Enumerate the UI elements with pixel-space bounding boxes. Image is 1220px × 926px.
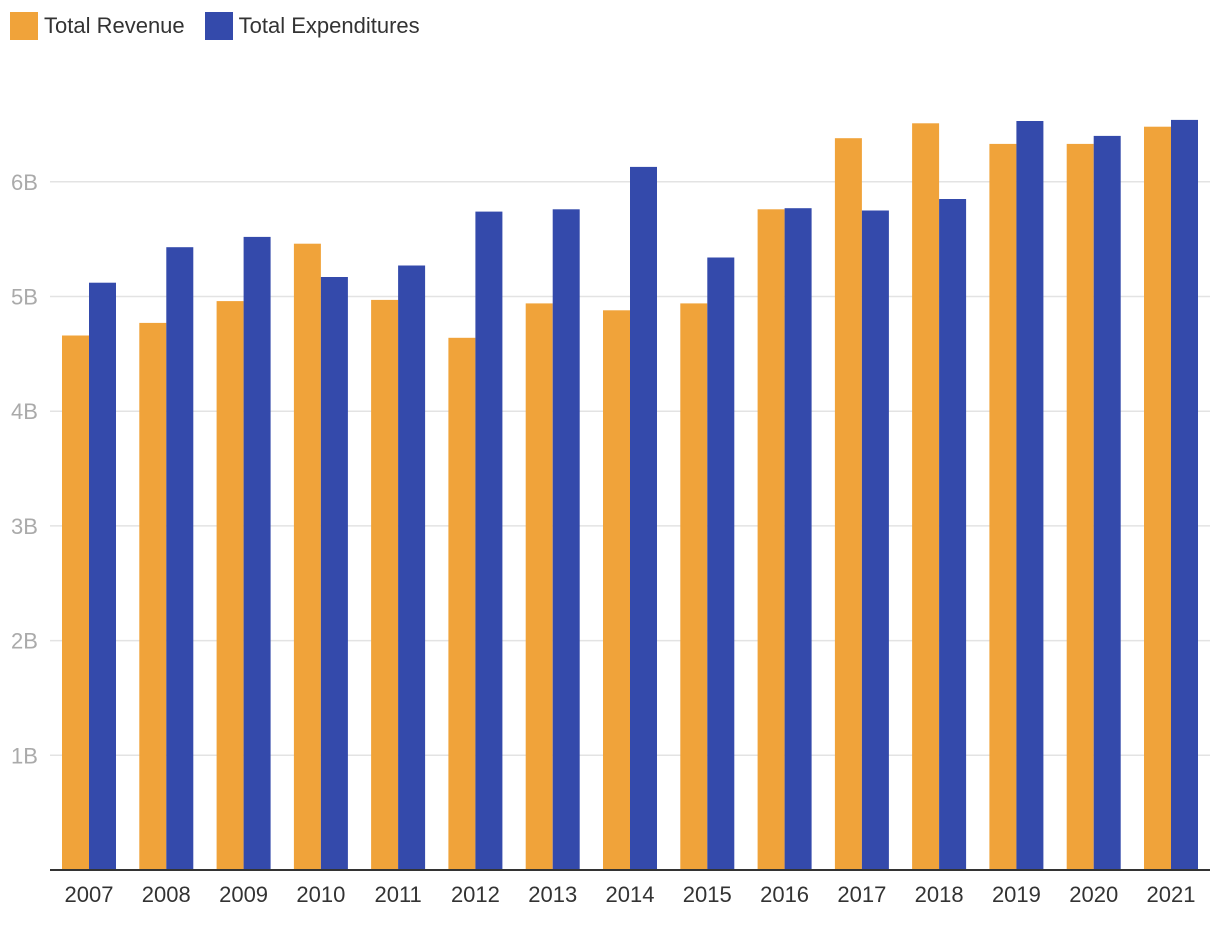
x-tick-label: 2014 xyxy=(606,882,655,907)
bar-revenue-2014 xyxy=(603,310,630,870)
bar-revenue-2009 xyxy=(216,301,244,871)
legend-label-expenditures: Total Expenditures xyxy=(238,13,420,38)
bar-revenue-2008 xyxy=(139,322,167,870)
y-tick-label: 3B xyxy=(11,514,38,539)
x-tick-label: 2010 xyxy=(296,882,345,907)
x-tick-label: 2017 xyxy=(837,882,886,907)
bar-expenditures-2016 xyxy=(784,208,812,870)
bar-expenditures-2012 xyxy=(475,211,503,871)
legend-item-expenditures: Total Expenditures xyxy=(204,12,420,40)
x-tick-label: 2013 xyxy=(528,882,577,907)
bar-expenditures-2014 xyxy=(630,166,657,870)
y-tick-label: 4B xyxy=(11,399,38,424)
y-tick-label: 1B xyxy=(11,743,38,768)
x-tick-label: 2015 xyxy=(683,882,732,907)
x-tick-label: 2012 xyxy=(451,882,500,907)
bar-revenue-2012 xyxy=(448,337,476,870)
x-tick-label: 2011 xyxy=(374,882,421,907)
bar-expenditures-2017 xyxy=(861,210,889,870)
legend-item-revenue: Total Revenue xyxy=(10,12,185,40)
bar-revenue-2016 xyxy=(757,209,785,871)
bar-expenditures-2015 xyxy=(707,257,735,870)
bar-revenue-2010 xyxy=(293,243,321,870)
bar-revenue-2018 xyxy=(912,123,940,871)
bar-revenue-2017 xyxy=(834,138,862,870)
x-tick-label: 2018 xyxy=(915,882,964,907)
legend-swatch-revenue xyxy=(10,12,38,40)
bar-expenditures-2011 xyxy=(398,265,426,870)
bar-revenue-2015 xyxy=(680,303,708,870)
legend: Total Revenue Total Expenditures xyxy=(10,12,420,40)
bar-revenue-2007 xyxy=(62,335,89,870)
bar-expenditures-2008 xyxy=(166,247,194,870)
bar-revenue-2019 xyxy=(989,143,1017,870)
bar-expenditures-2013 xyxy=(552,209,580,871)
bar-expenditures-2009 xyxy=(243,236,271,870)
bar-revenue-2021 xyxy=(1144,126,1171,870)
x-tick-label: 2009 xyxy=(219,882,268,907)
bar-expenditures-2021 xyxy=(1171,119,1198,870)
bar-expenditures-2020 xyxy=(1093,135,1121,870)
bar-expenditures-2018 xyxy=(939,199,967,870)
x-tick-label: 2007 xyxy=(65,882,114,907)
x-tick-label: 2019 xyxy=(992,882,1041,907)
bar-revenue-2011 xyxy=(371,299,399,870)
x-tick-label: 2016 xyxy=(760,882,809,907)
legend-swatch-expenditures xyxy=(204,12,233,40)
x-tick-label: 2021 xyxy=(1147,882,1196,907)
x-tick-label: 2008 xyxy=(142,882,191,907)
bar-expenditures-2007 xyxy=(89,282,116,870)
bar-revenue-2020 xyxy=(1066,143,1094,870)
y-tick-label: 6B xyxy=(11,170,38,195)
bar-revenue-2013 xyxy=(525,303,553,870)
y-tick-label: 5B xyxy=(11,285,38,310)
x-tick-label: 2020 xyxy=(1069,882,1118,907)
legend-label-revenue: Total Revenue xyxy=(44,13,185,38)
bar-expenditures-2019 xyxy=(1016,121,1044,870)
bar-expenditures-2010 xyxy=(320,277,348,870)
y-tick-label: 2B xyxy=(11,629,38,654)
